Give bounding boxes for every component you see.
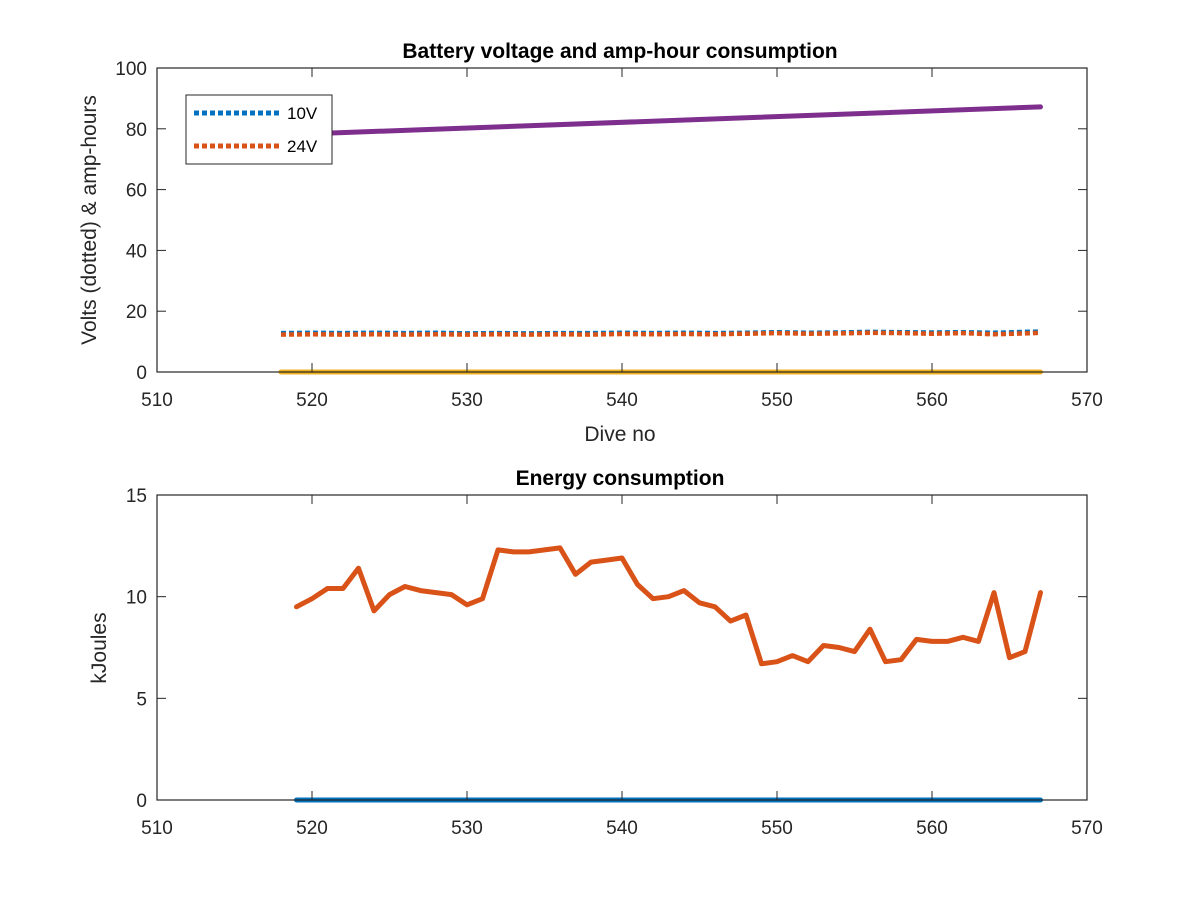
battery-series-24v-line <box>280 330 1041 337</box>
y-tick-label: 80 <box>126 120 147 141</box>
x-tick-label: 530 <box>451 390 483 411</box>
x-tick-label: 560 <box>916 390 948 411</box>
x-tick-label: 570 <box>1071 818 1103 839</box>
energy-chart-title: Energy consumption <box>516 467 725 490</box>
y-tick-label: 5 <box>136 689 147 710</box>
x-tick-label: 540 <box>606 818 638 839</box>
x-tick-label: 530 <box>451 818 483 839</box>
battery-chart: Battery voltage and amp-hour consumption… <box>78 40 1103 446</box>
energy-chart: Energy consumption 510 520 530 540 550 560 570… <box>88 467 1103 839</box>
battery-chart-title: Battery voltage and amp-hour consumption <box>402 40 837 63</box>
y-tick-label: 60 <box>126 181 147 202</box>
y-tick-label: 20 <box>126 302 147 323</box>
energy-chart-y-label: kJoules <box>88 612 111 683</box>
y-tick-label: 15 <box>126 486 147 507</box>
battery-chart-legend: 10V 24V <box>185 94 333 165</box>
x-tick-label: 550 <box>761 390 793 411</box>
energy-series-1-line <box>294 545 1043 667</box>
battery-series-3-line <box>278 104 1043 138</box>
legend-24v-label: 24V <box>287 137 318 156</box>
x-tick-label: 510 <box>141 818 173 839</box>
y-tick-label: 40 <box>126 241 147 262</box>
legend-10v-label: 10V <box>287 104 318 123</box>
y-tick-label: 100 <box>115 59 147 80</box>
battery-chart-y-label: Volts (dotted) & amp-hours <box>78 95 101 345</box>
x-tick-label: 520 <box>296 390 328 411</box>
y-tick-label: 10 <box>126 588 147 609</box>
x-tick-label: 510 <box>141 390 173 411</box>
energy-chart-y-ticks: 0 5 10 15 <box>126 486 1087 812</box>
x-tick-label: 560 <box>916 818 948 839</box>
legend-box <box>185 94 333 165</box>
battery-chart-y-ticks: 0 20 40 60 80 100 <box>115 59 1087 384</box>
x-tick-label: 540 <box>606 390 638 411</box>
battery-chart-x-label: Dive no <box>584 423 655 446</box>
x-tick-label: 570 <box>1071 390 1103 411</box>
y-tick-label: 0 <box>136 363 147 384</box>
battery-chart-x-ticks: 510 520 530 540 550 560 570 <box>141 68 1103 411</box>
x-tick-label: 520 <box>296 818 328 839</box>
x-tick-label: 550 <box>761 818 793 839</box>
y-tick-label: 0 <box>136 791 147 812</box>
energy-chart-x-ticks: 510 520 530 540 550 560 570 <box>141 495 1103 839</box>
